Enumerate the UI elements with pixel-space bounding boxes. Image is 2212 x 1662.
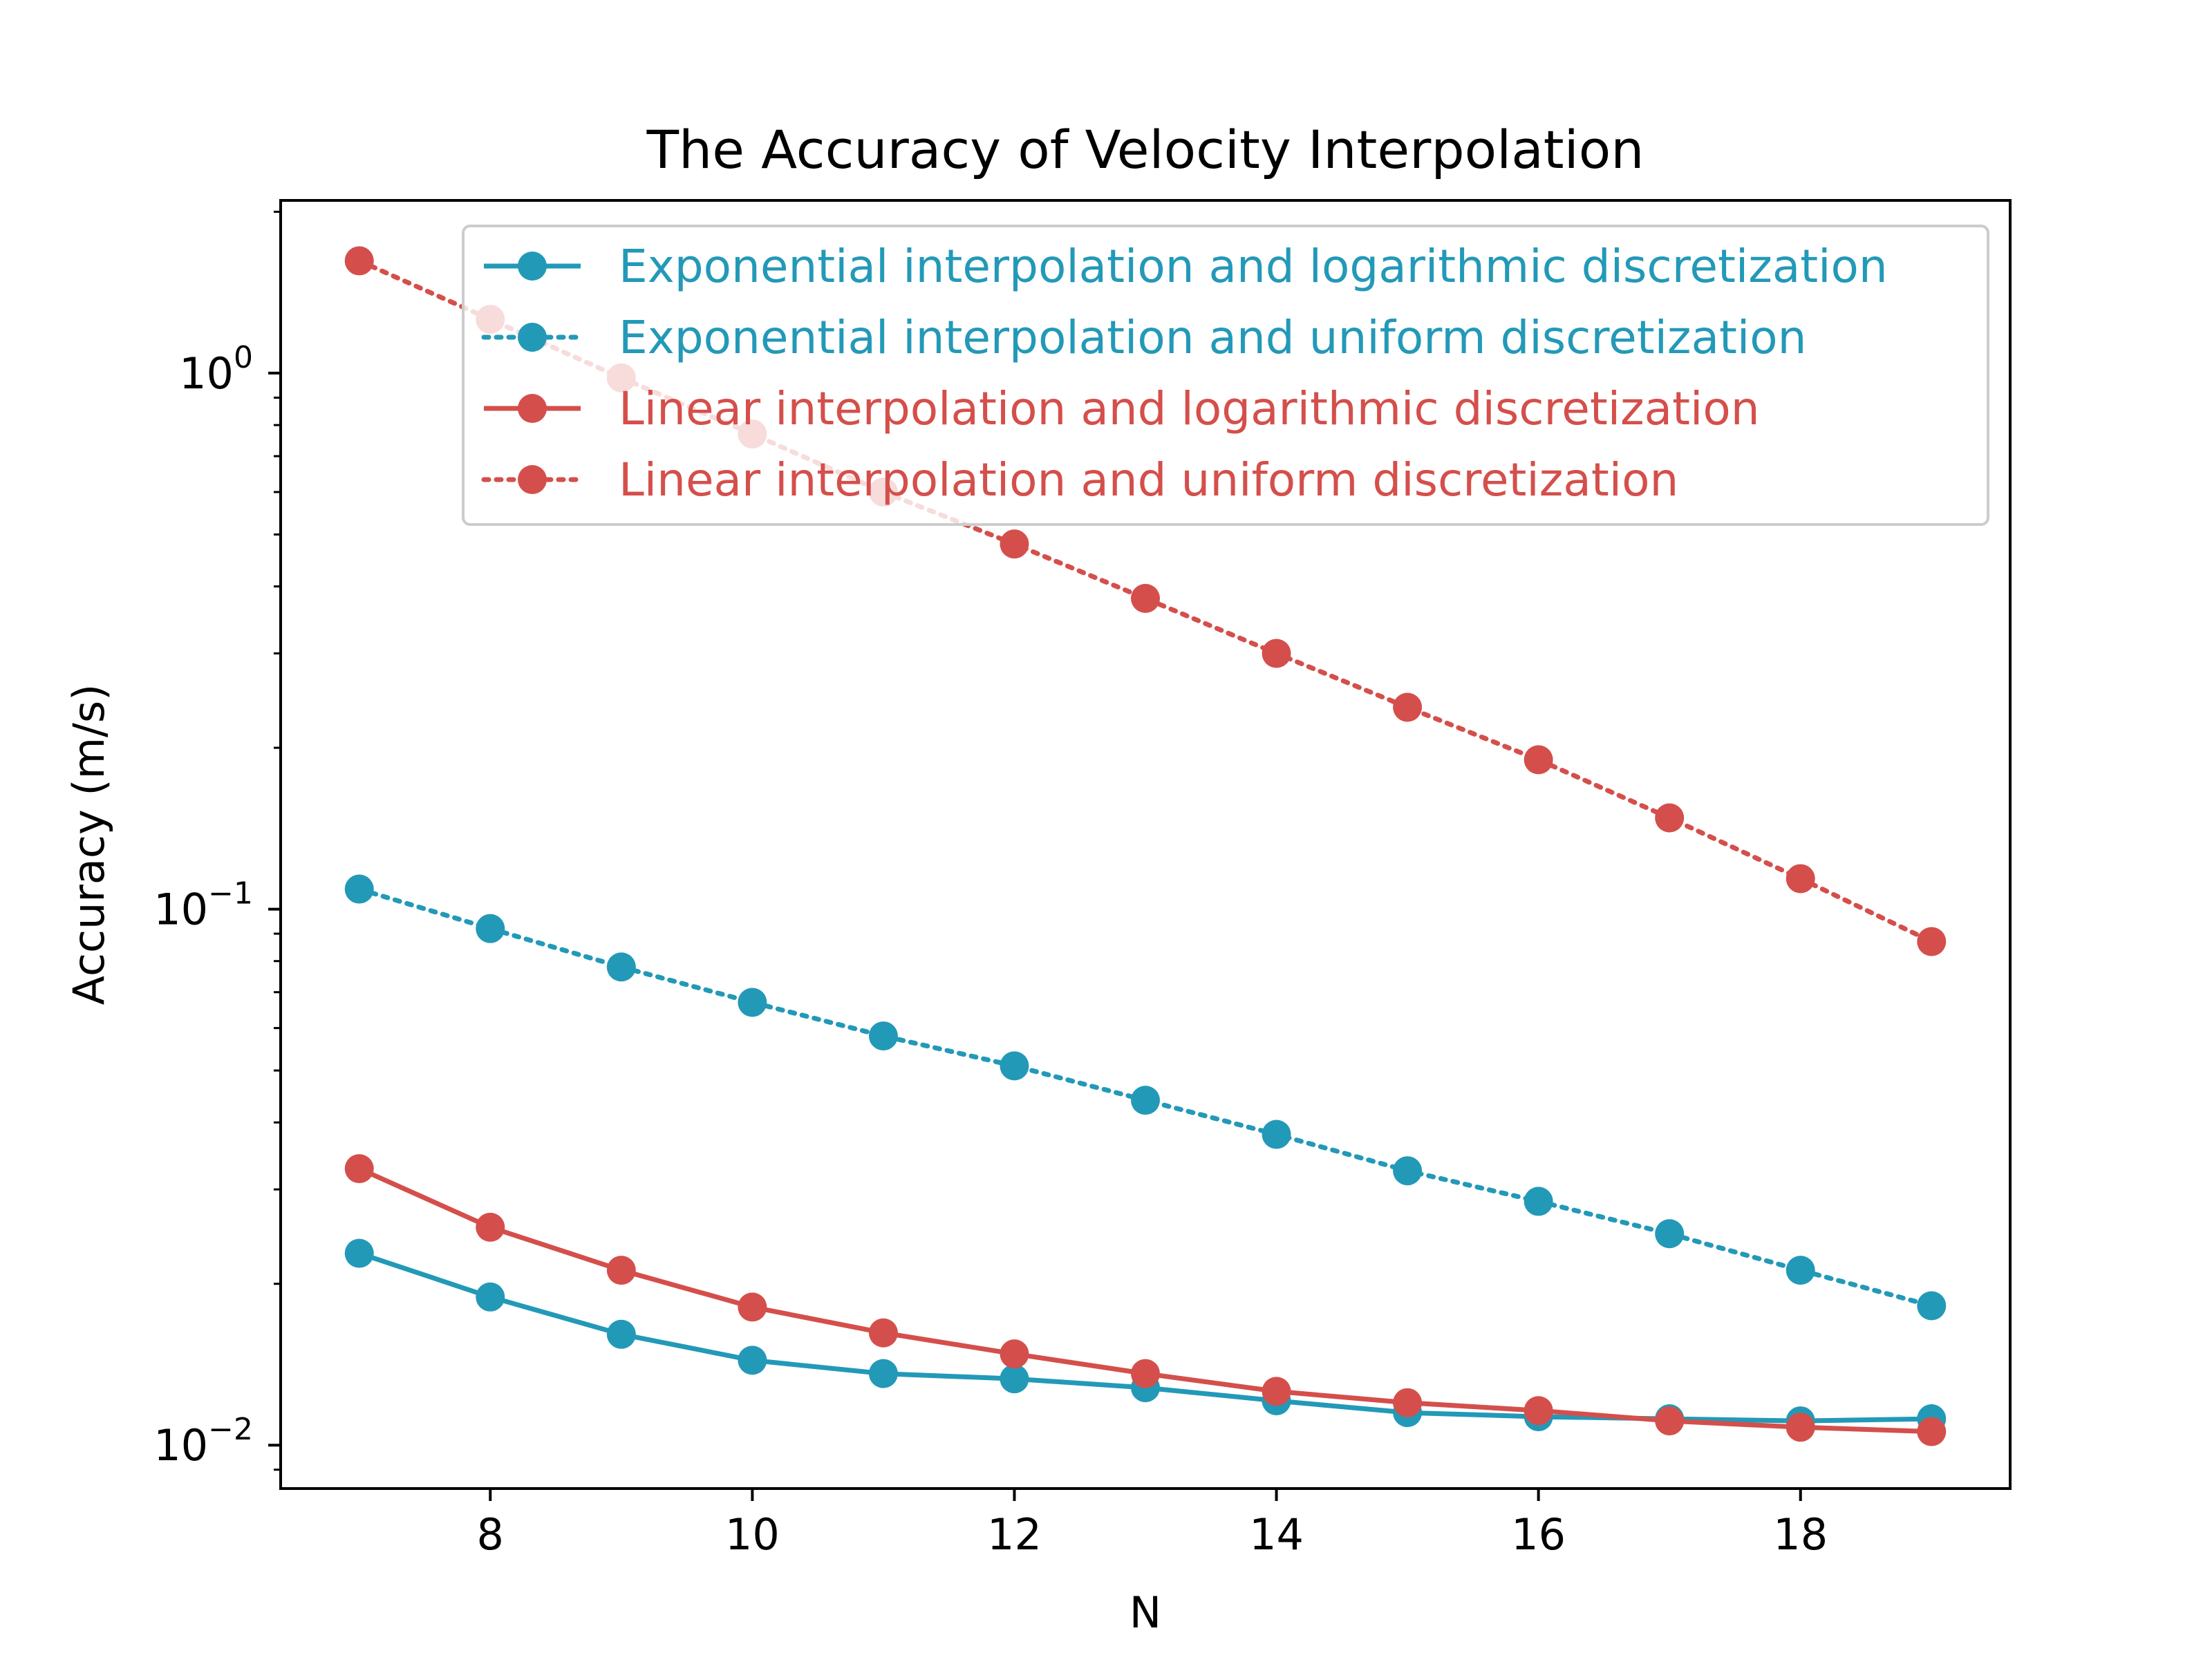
- legend-box: [462, 225, 1989, 526]
- series-3-point: [1655, 803, 1685, 833]
- series-0-point: [476, 1282, 505, 1312]
- series-1-point: [1262, 1120, 1291, 1149]
- legend-marker: [518, 394, 547, 423]
- series-3-point: [1524, 745, 1553, 775]
- legend-marker: [518, 465, 547, 494]
- x-tick-label: 8: [477, 1509, 504, 1560]
- series-2-point: [1655, 1406, 1685, 1436]
- series-2-point: [1785, 1413, 1815, 1442]
- legend-item: Exponential interpolation and logarithmi…: [484, 240, 1888, 293]
- series-2-point: [1000, 1339, 1029, 1369]
- x-tick-label: 12: [987, 1509, 1042, 1560]
- legend-label: Exponential interpolation and uniform di…: [619, 311, 1806, 364]
- series-1-point: [1524, 1187, 1553, 1216]
- legend-item: Linear interpolation and uniform discret…: [481, 453, 1678, 507]
- series-3-point: [344, 246, 374, 276]
- legend-marker: [518, 252, 547, 281]
- series-2-point: [1131, 1359, 1160, 1388]
- series-1-point: [1000, 1051, 1029, 1081]
- series-3-point: [1393, 692, 1423, 722]
- series-1-point: [1131, 1086, 1160, 1115]
- series-1: [344, 874, 1947, 1321]
- legend-label: Exponential interpolation and logarithmi…: [619, 240, 1888, 293]
- series-1-point: [1393, 1156, 1423, 1186]
- series-2-point: [1393, 1388, 1423, 1417]
- y-tick-label: 100: [179, 340, 253, 399]
- series-2-point: [606, 1256, 636, 1285]
- series-1-point: [1785, 1256, 1815, 1285]
- y-axis-label: Accuracy (m/s): [64, 684, 114, 1005]
- x-tick-label: 18: [1773, 1509, 1828, 1560]
- x-axis-label: N: [1130, 1587, 1161, 1638]
- series-1-point: [344, 874, 374, 904]
- series-2-point: [738, 1292, 767, 1322]
- series-3-point: [1262, 639, 1291, 668]
- series-3-point: [1000, 529, 1029, 559]
- series-3-point: [1917, 927, 1947, 956]
- legend-item: Linear interpolation and logarithmic dis…: [484, 382, 1760, 435]
- series-1-point: [606, 952, 636, 982]
- series-3-point: [1785, 864, 1815, 894]
- y-tick-label: 10−2: [153, 1412, 253, 1471]
- series-1-point: [476, 914, 505, 943]
- series-2-point: [344, 1154, 374, 1184]
- legend-item: Exponential interpolation and uniform di…: [481, 311, 1806, 364]
- series-0-point: [738, 1345, 767, 1375]
- series-2-point: [1524, 1396, 1553, 1426]
- legend-label: Linear interpolation and uniform discret…: [619, 453, 1678, 507]
- series-1-point: [868, 1021, 898, 1051]
- series-2-point: [1262, 1377, 1291, 1406]
- x-tick-label: 14: [1249, 1509, 1304, 1560]
- x-tick-label: 16: [1511, 1509, 1566, 1560]
- series-0-point: [1000, 1364, 1029, 1394]
- y-tick-label: 10−1: [153, 876, 253, 935]
- legend: Exponential interpolation and logarithmi…: [462, 225, 1989, 526]
- series-2-point: [868, 1318, 898, 1348]
- series-1-point: [738, 988, 767, 1017]
- series-0-point: [606, 1319, 636, 1349]
- series-0-point: [344, 1238, 374, 1268]
- x-tick-label: 10: [725, 1509, 780, 1560]
- series-2: [344, 1154, 1947, 1446]
- legend-label: Linear interpolation and logarithmic dis…: [619, 382, 1760, 435]
- series-0-point: [868, 1359, 898, 1388]
- series-3-point: [1131, 583, 1160, 613]
- plot-frame: [279, 199, 2012, 1490]
- legend-marker: [518, 323, 547, 352]
- x-axis: 8 10 12 14 16 18: [477, 1489, 1828, 1560]
- y-axis: 100 10−1 10−2: [153, 210, 281, 1471]
- chart-title: The Accuracy of Velocity Interpolation: [646, 119, 1644, 180]
- series-1-point: [1917, 1291, 1947, 1321]
- series-1-point: [1655, 1219, 1685, 1249]
- series-2-point: [1917, 1417, 1947, 1446]
- series-2-point: [476, 1212, 505, 1242]
